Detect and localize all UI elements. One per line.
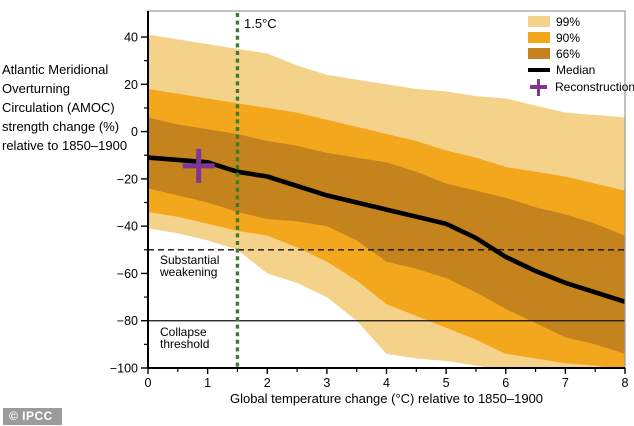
reconstruction-cross-icon bbox=[530, 78, 547, 96]
y-tick-label: −100 bbox=[110, 362, 138, 376]
legend-item-median: Median bbox=[528, 62, 634, 77]
y-tick-label: −60 bbox=[117, 267, 138, 281]
y-axis-title: Atlantic Meridional Overturning Circulat… bbox=[2, 62, 128, 153]
legend-item-99pct: 99% bbox=[528, 14, 634, 29]
legend-swatch-box bbox=[528, 48, 550, 59]
legend: 99% 90% 66% Median Reconstruction bbox=[528, 14, 634, 97]
x-tick-label: 0 bbox=[145, 376, 152, 390]
legend-item-90pct: 90% bbox=[528, 30, 634, 45]
y-tick-label: 20 bbox=[124, 78, 138, 92]
legend-label: 66% bbox=[556, 46, 581, 61]
legend-swatch-box bbox=[528, 32, 550, 43]
x-tick-label: 5 bbox=[443, 376, 450, 390]
median-line-swatch bbox=[528, 67, 550, 72]
substantial-weakening-label: Substantial weakening bbox=[160, 253, 220, 279]
y-tick-label: 0 bbox=[131, 125, 138, 139]
x-tick-label: 7 bbox=[562, 376, 569, 390]
x-axis-title: Global temperature change (°C) relative … bbox=[229, 391, 544, 406]
y-tick-label: 40 bbox=[124, 31, 138, 45]
legend-label: Median bbox=[556, 62, 596, 77]
collapse-threshold-label: Collapse threshold bbox=[160, 325, 210, 351]
cross-horizontal-bar bbox=[530, 85, 547, 89]
x-tick-label: 4 bbox=[383, 376, 390, 390]
legend-item-reconstruction: Reconstruction bbox=[528, 78, 634, 96]
median-line bbox=[148, 155, 625, 305]
x-tick-label: 2 bbox=[264, 376, 271, 390]
x-tick-label: 1 bbox=[204, 376, 211, 390]
ipcc-watermark: © IPCC bbox=[3, 408, 62, 425]
x-tick-label: 6 bbox=[502, 376, 509, 390]
x-tick-label: 8 bbox=[622, 376, 629, 390]
y-tick-label: −40 bbox=[117, 220, 138, 234]
y-tick-label: −80 bbox=[117, 314, 138, 328]
y-tick-label: −20 bbox=[117, 172, 138, 186]
legend-label: 99% bbox=[556, 14, 581, 29]
temp-threshold-label: 1.5°C bbox=[244, 16, 277, 31]
x-tick-label: 3 bbox=[323, 376, 330, 390]
legend-swatch-box bbox=[528, 16, 550, 27]
legend-label: 90% bbox=[556, 30, 581, 45]
legend-item-66pct: 66% bbox=[528, 46, 634, 61]
plot-area bbox=[148, 34, 625, 368]
legend-label: Reconstruction bbox=[555, 80, 634, 94]
